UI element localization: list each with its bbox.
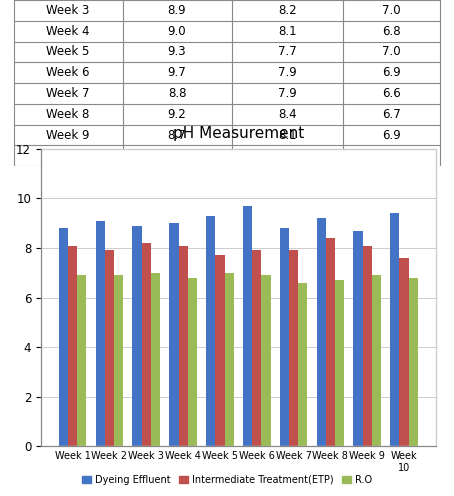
Bar (316, 218, 326, 446)
Text: 6.8: 6.8 (382, 25, 401, 38)
Text: 8.8: 8.8 (168, 87, 186, 100)
Text: 7.6: 7.6 (278, 149, 296, 162)
Bar (289, 250, 298, 446)
Text: Week 4: Week 4 (46, 25, 90, 38)
Bar (298, 283, 307, 446)
Text: 6.8: 6.8 (382, 149, 401, 162)
Bar (151, 273, 160, 446)
Bar (280, 228, 289, 446)
Text: Week 10: Week 10 (43, 149, 94, 162)
Text: Week 6: Week 6 (46, 66, 90, 79)
Text: 7.9: 7.9 (278, 66, 296, 79)
Text: 8.4: 8.4 (278, 108, 296, 121)
Text: 6.7: 6.7 (382, 108, 401, 121)
Bar (372, 275, 381, 446)
Text: 6.9: 6.9 (382, 66, 401, 79)
Bar (68, 246, 77, 446)
Text: 7.7: 7.7 (278, 46, 296, 59)
Bar (178, 246, 188, 446)
Text: 7.9: 7.9 (278, 87, 296, 100)
Text: Week 9: Week 9 (46, 128, 90, 141)
Bar (169, 223, 178, 446)
Text: Week 5: Week 5 (46, 46, 90, 59)
Bar (133, 226, 142, 446)
Text: 8.1: 8.1 (278, 25, 296, 38)
Bar (188, 278, 197, 446)
Text: Week 8: Week 8 (46, 108, 90, 121)
Text: Week 7: Week 7 (46, 87, 90, 100)
Text: 7.0: 7.0 (382, 4, 401, 17)
Bar (353, 231, 363, 446)
Bar (225, 273, 234, 446)
Bar (114, 275, 123, 446)
Text: 9.3: 9.3 (168, 46, 187, 59)
Text: 6.9: 6.9 (382, 128, 401, 141)
Bar (105, 250, 114, 446)
Bar (363, 246, 372, 446)
Text: 9.4: 9.4 (168, 149, 187, 162)
Bar (142, 243, 151, 446)
Text: 8.9: 8.9 (168, 4, 187, 17)
Bar (262, 275, 271, 446)
Bar (326, 238, 335, 446)
Bar (77, 275, 86, 446)
Text: 9.7: 9.7 (168, 66, 187, 79)
Bar (409, 278, 418, 446)
Text: Week 3: Week 3 (46, 4, 90, 17)
Text: 7.0: 7.0 (382, 46, 401, 59)
Bar (215, 255, 225, 446)
Text: 9.0: 9.0 (168, 25, 187, 38)
Bar (335, 280, 344, 446)
Text: 8.2: 8.2 (278, 4, 296, 17)
Bar (390, 213, 400, 446)
Text: 8.1: 8.1 (278, 128, 296, 141)
Bar (400, 258, 409, 446)
Title: pH Measurement: pH Measurement (173, 125, 304, 141)
Bar (206, 216, 215, 446)
Bar (41, 149, 436, 446)
Bar (96, 221, 105, 446)
Legend: Dyeing Effluent, Intermediate Treatment(ETP), R.O: Dyeing Effluent, Intermediate Treatment(… (78, 471, 376, 489)
Text: 6.6: 6.6 (382, 87, 401, 100)
Bar (59, 228, 68, 446)
Bar (252, 250, 262, 446)
Bar (243, 206, 252, 446)
Text: 9.2: 9.2 (168, 108, 187, 121)
Text: 8.7: 8.7 (168, 128, 187, 141)
